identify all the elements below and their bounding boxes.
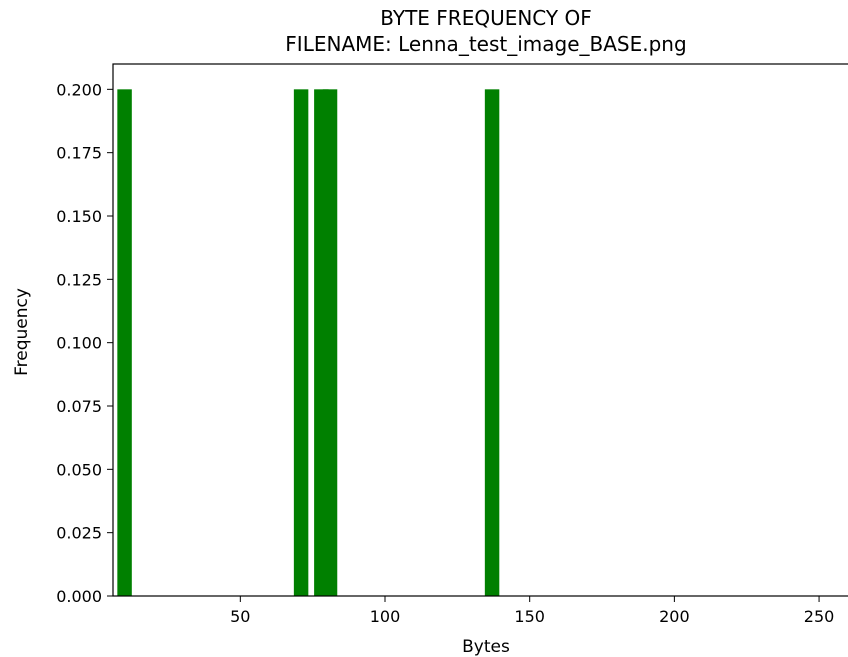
bar-byte-137 [484,89,500,596]
y-tick-label: 0.125 [56,270,102,289]
y-tick-label: 0.025 [56,524,102,543]
y-tick-label: 0.075 [56,397,102,416]
y-axis-ticks: 0.000 0.025 0.050 0.075 0.100 0.125 0.150 0.175… [56,80,113,606]
y-tick-label: 0.175 [56,144,102,163]
y-tick-label: 0.200 [56,80,102,99]
x-tick-label: 150 [514,607,545,626]
x-axis-label: Bytes [462,637,510,657]
x-tick-label: 100 [370,607,401,626]
chart-title-line-2: FILENAME: Lenna_test_image_BASE.png [285,32,686,56]
bar-byte-71 [293,89,309,596]
plot-frame [112,63,848,597]
y-tick-label: 0.050 [56,460,102,479]
x-tick-label: 50 [230,607,250,626]
x-tick-label: 200 [659,607,690,626]
x-tick-label: 250 [804,607,835,626]
bar-series [117,89,500,596]
chart-title-line-1: BYTE FREQUENCY OF [380,6,592,30]
bar-byte-10 [117,89,132,596]
x-axis-ticks: 50 100 150 200 250 [230,596,834,626]
y-tick-label: 0.100 [56,334,102,353]
y-axis-label: Frequency [12,288,32,376]
y-tick-label: 0.000 [56,587,102,606]
bar-byte-81 [322,89,338,596]
y-tick-label: 0.150 [56,207,102,226]
